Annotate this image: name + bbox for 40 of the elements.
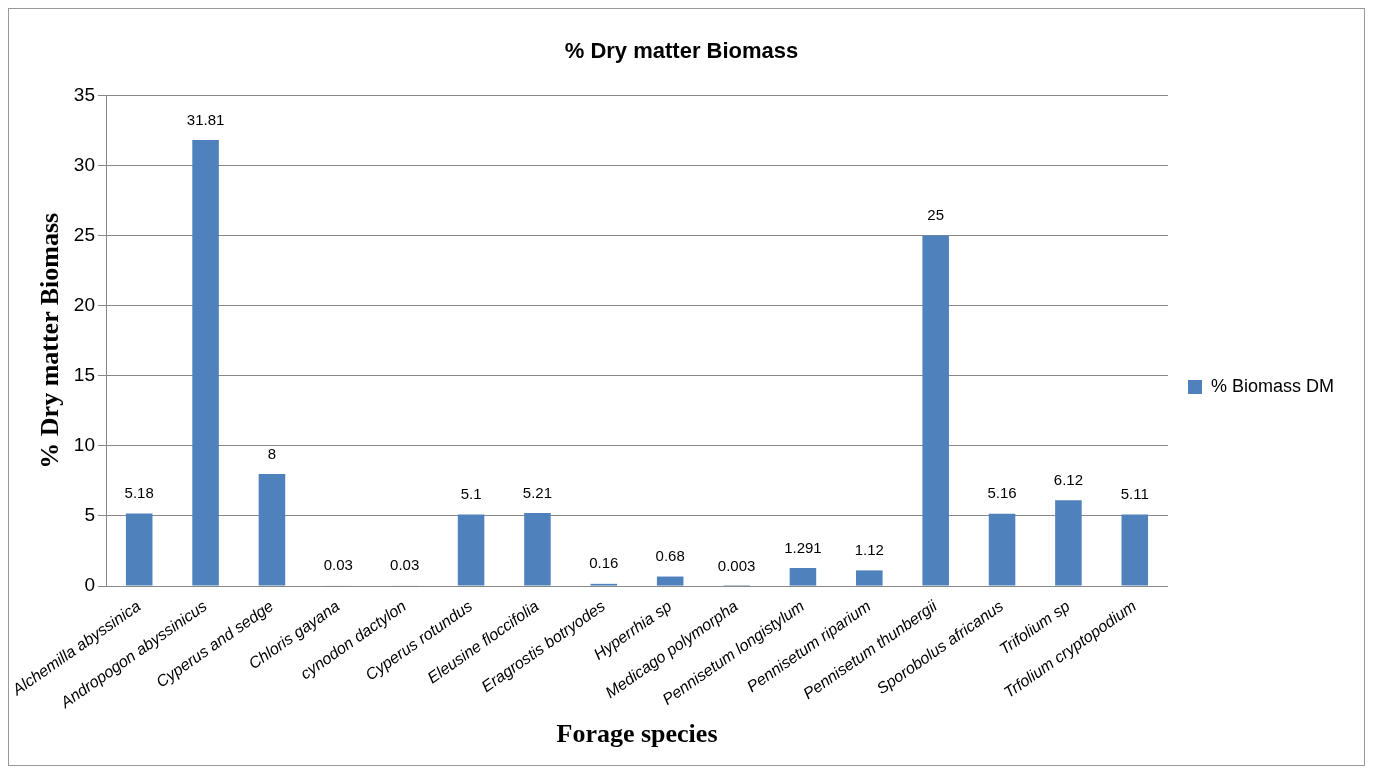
y-tick-label: 0 [84,574,96,596]
bar [656,576,684,586]
bar [1055,500,1082,586]
y-tick-label: 30 [73,153,96,175]
data-label: 5.1 [460,485,482,503]
data-label: 1.12 [854,541,884,559]
data-label: 5.21 [522,483,553,501]
data-label: 5.11 [1120,485,1149,503]
data-label: 0.03 [390,556,420,574]
bar [856,570,883,586]
y-tick-label: 25 [73,223,96,245]
data-label: 31.81 [186,110,225,128]
data-label: 5.18 [124,484,154,502]
bar [192,140,219,586]
bar [258,473,286,586]
legend-label: % Biomass DM [1210,375,1335,396]
bar [457,514,485,586]
y-tick-label: 20 [73,293,96,315]
y-tick-label: 10 [73,434,96,456]
data-label: 1.291 [784,538,822,556]
bar [789,567,817,586]
data-label: 0.003 [717,556,756,574]
x-axis-title: Forage species [556,719,718,749]
data-label: 5.16 [987,484,1017,502]
y-tick-label: 35 [73,83,96,105]
chart-title: % Dry matter Biomass [564,38,799,64]
data-label: 0.03 [323,556,353,574]
data-label: 8 [267,444,277,462]
y-tick-label: 5 [84,504,96,526]
y-axis-title: % Dry matter Biomass [35,212,64,469]
bar [922,235,949,586]
bar [988,513,1016,586]
data-label: 0.16 [589,554,619,572]
data-label: 6.12 [1053,470,1084,488]
data-label: 25 [927,206,945,224]
y-tick-label: 15 [73,364,96,386]
bar [1121,514,1149,586]
bar [125,513,153,586]
data-label: 0.68 [655,547,685,565]
bar [524,513,551,586]
